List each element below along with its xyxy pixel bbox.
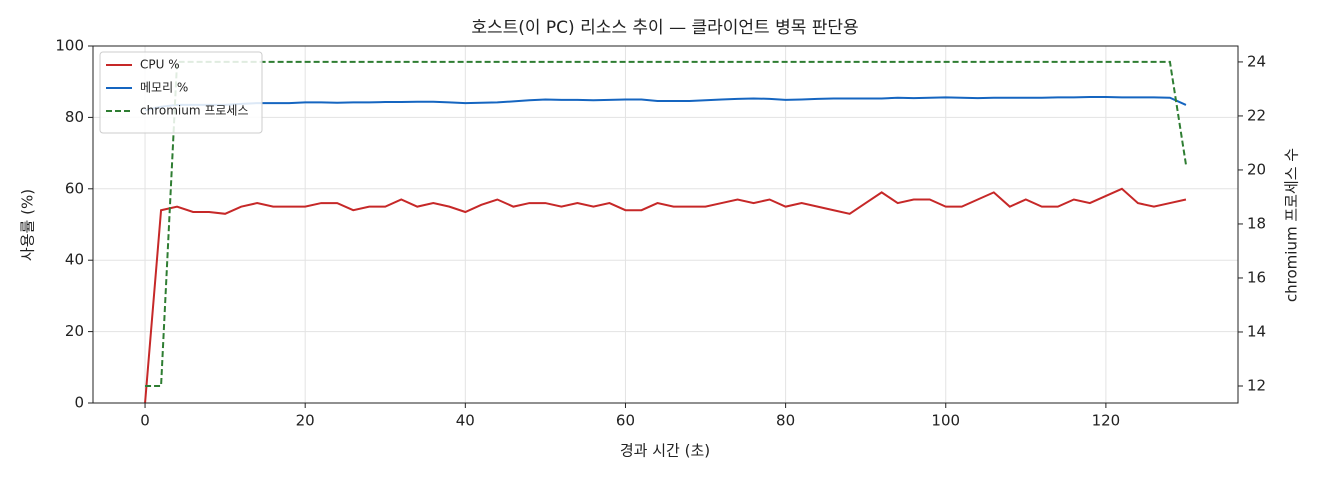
legend: CPU % 메모리 % chromium 프로세스 xyxy=(99,51,263,134)
series-line xyxy=(144,96,1187,112)
y2-tick-label: 24 xyxy=(1247,52,1266,70)
legend-box xyxy=(99,51,263,134)
x-tick-label: 120 xyxy=(1092,412,1121,430)
y2-tick-label: 12 xyxy=(1247,376,1266,394)
series-line xyxy=(144,187,1187,404)
y-tick-label: 20 xyxy=(65,322,84,340)
legend-label: CPU % xyxy=(140,58,180,72)
plot-area xyxy=(144,60,1187,404)
y-tick-label: 60 xyxy=(65,179,84,197)
y-tick-label: 0 xyxy=(74,394,84,412)
chart-title: 호스트(이 PC) 리소스 추이 — 클라이언트 병목 판단용 xyxy=(471,18,858,38)
y2-tick-label: 18 xyxy=(1247,214,1266,232)
y-axis-label: 사용률 (%) xyxy=(19,189,37,261)
axes: 0 20 40 60 80 100 120 0 20 40 60 80 100 12 14 16 18 20 22 2… xyxy=(55,37,1266,430)
x-tick-label: 20 xyxy=(296,412,315,430)
legend-label: chromium 프로세스 xyxy=(140,104,249,118)
plot-frame xyxy=(92,45,1239,404)
series-line xyxy=(145,60,1187,387)
x-tick-label: 80 xyxy=(776,412,795,430)
y-tick-label: 80 xyxy=(65,108,84,126)
y2-tick-label: 20 xyxy=(1247,160,1266,178)
y2-axis-label: chromium 프로세스 수 xyxy=(1283,148,1301,302)
y2-tick-label: 22 xyxy=(1247,106,1266,124)
x-tick-label: 40 xyxy=(456,412,475,430)
y-tick-label: 100 xyxy=(55,37,84,55)
y2-tick-label: 14 xyxy=(1247,322,1266,340)
y-tick-label: 40 xyxy=(65,251,84,269)
x-tick-label: 60 xyxy=(616,412,635,430)
x-tick-label: 0 xyxy=(140,412,150,430)
legend-label: 메모리 % xyxy=(140,81,188,95)
x-axis-label: 경과 시간 (초) xyxy=(620,442,710,460)
y2-tick-label: 16 xyxy=(1247,268,1266,286)
x-tick-label: 100 xyxy=(931,412,960,430)
